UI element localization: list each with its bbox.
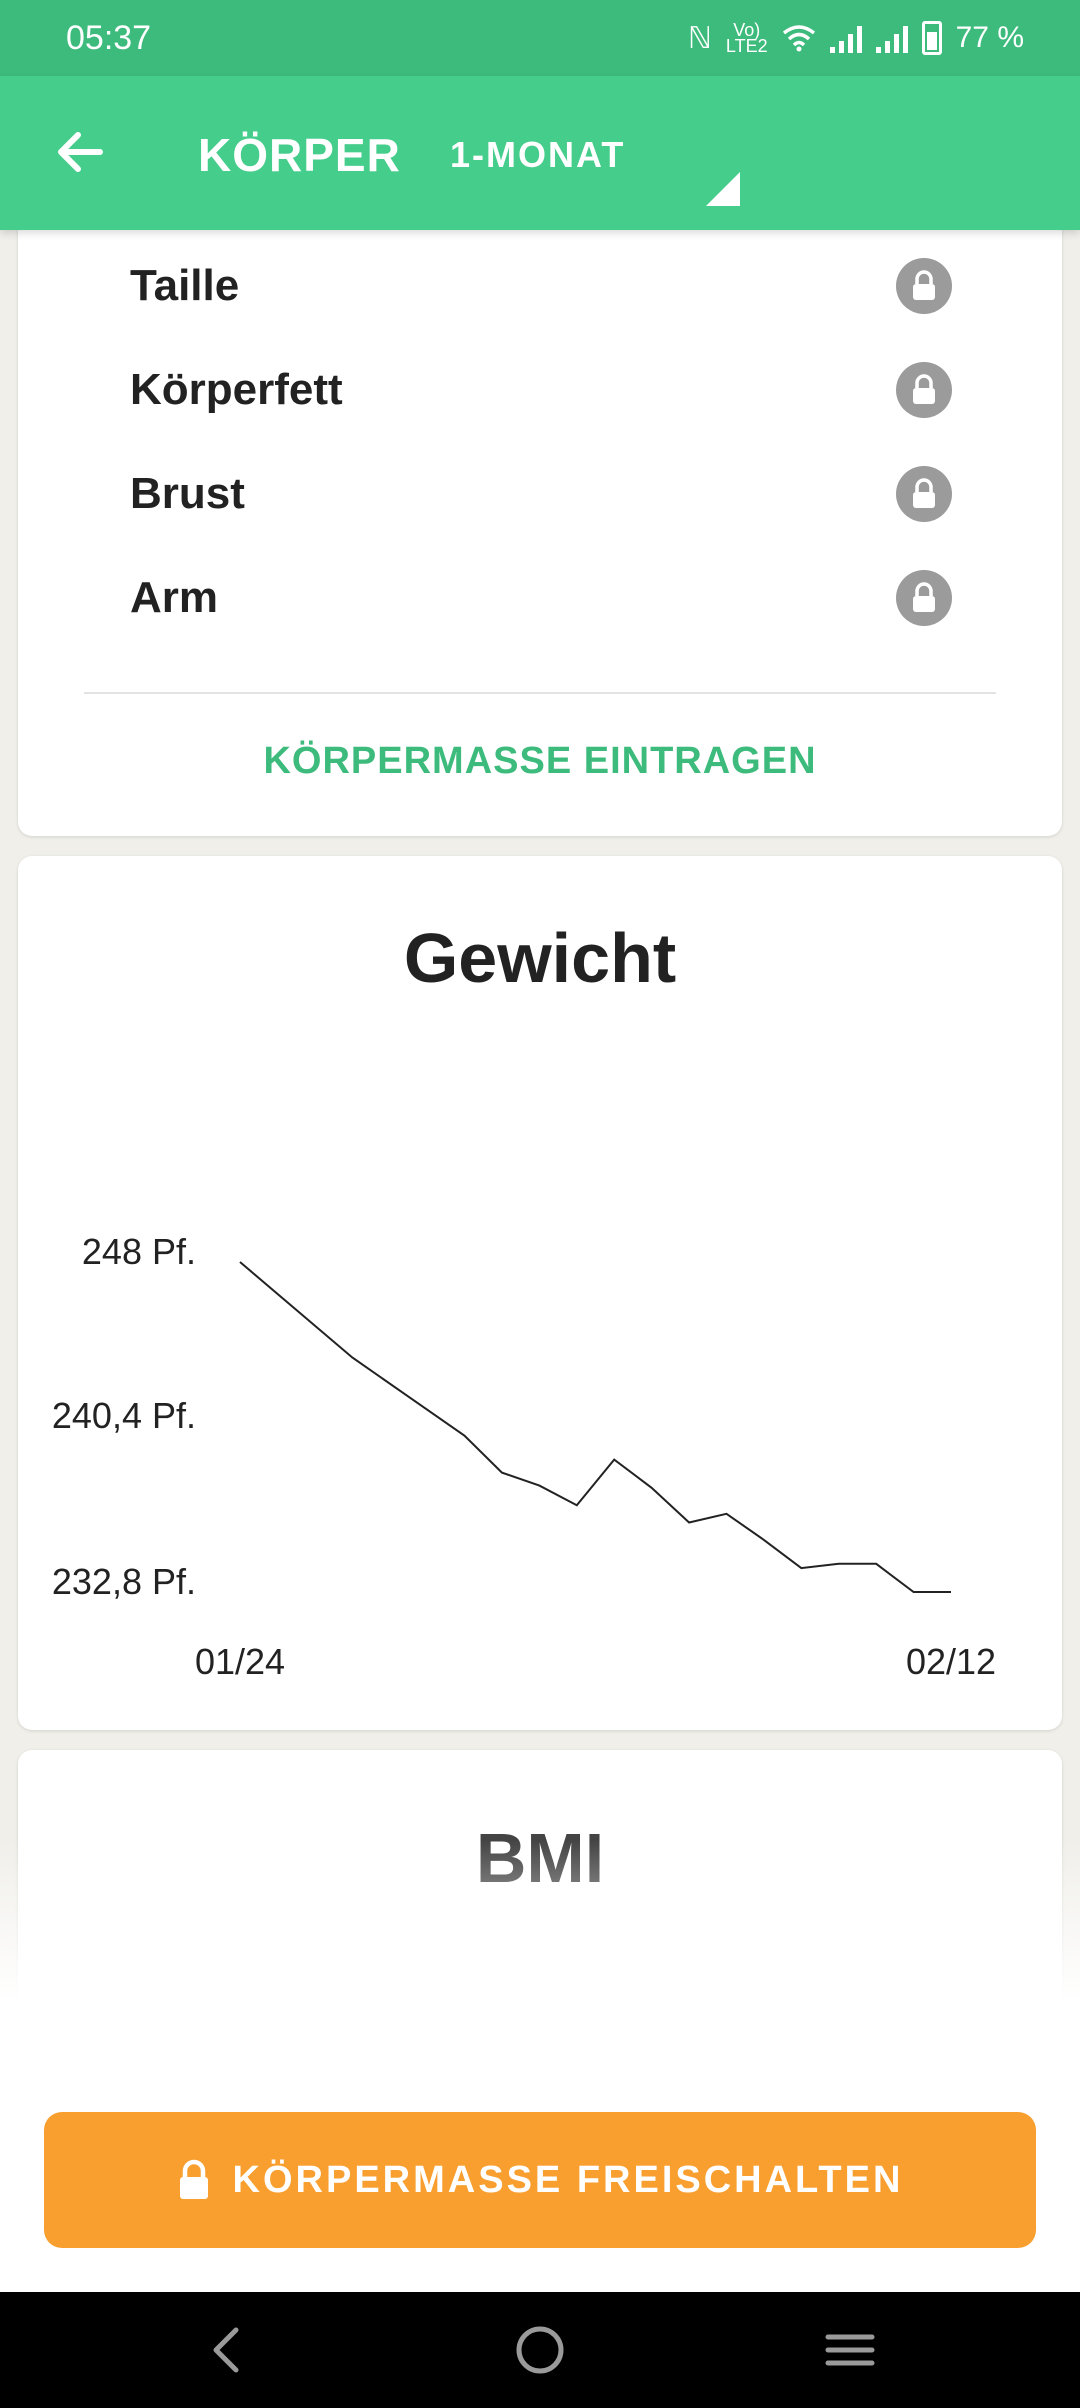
- x-tick-label: 01/24: [195, 1641, 285, 1682]
- y-tick-label: 248 Pf.: [82, 1231, 196, 1272]
- weight-line-chart: 248 Pf. 240,4 Pf. 232,8 Pf. 01/24 02/12: [52, 1231, 996, 1682]
- y-tick-label: 232,8 Pf.: [52, 1561, 196, 1602]
- battery-percent: 77 %: [955, 21, 1024, 54]
- divider: [84, 692, 996, 694]
- lock-icon: [896, 570, 952, 626]
- measurements-card: Taille Körperfett Brust Arm KÖRPERMASSE …: [18, 200, 1062, 836]
- nav-menu-icon[interactable]: [820, 2320, 880, 2380]
- arrow-left-icon[interactable]: [50, 122, 110, 182]
- page-title: KÖRPER: [198, 129, 401, 181]
- measure-label: Arm: [130, 573, 219, 622]
- nav-home-icon[interactable]: [510, 2320, 570, 2380]
- status-icons: ℕ Vo) LTE2 77 %: [688, 21, 1024, 56]
- battery-icon: [921, 21, 942, 55]
- measure-label: Brust: [130, 469, 245, 518]
- weight-series-line: [239, 1261, 951, 1593]
- app-bar: KÖRPER 1-MONAT: [0, 76, 1080, 230]
- nfc-icon: ℕ: [687, 21, 712, 55]
- volte-icon: Vo) LTE2: [725, 20, 768, 56]
- weight-chart-card: Gewicht 248 Pf. 240,4 Pf. 232,8 Pf. 01/2…: [18, 856, 1062, 1730]
- measure-label: Körperfett: [130, 365, 343, 414]
- lock-icon: [896, 466, 952, 522]
- measure-row-brust[interactable]: Brust: [130, 454, 952, 534]
- status-bar: 05:37 ℕ Vo) LTE2 77 %: [0, 0, 1080, 76]
- lock-icon: [896, 362, 952, 418]
- system-nav-bar: [0, 2292, 1080, 2408]
- lock-icon: [179, 2159, 208, 2199]
- y-tick-label: 240,4 Pf.: [52, 1395, 196, 1436]
- measure-row-taille[interactable]: Taille: [130, 246, 952, 326]
- signal-icon: [875, 23, 908, 53]
- measure-row-arm[interactable]: Arm: [130, 558, 952, 638]
- chart-title: Gewicht: [403, 919, 677, 997]
- nav-back-icon[interactable]: [198, 2320, 258, 2380]
- x-tick-label: 02/12: [906, 1641, 996, 1682]
- wifi-icon: [782, 25, 815, 52]
- unlock-measurements-button[interactable]: KÖRPERMASSE FREISCHALTEN: [44, 2112, 1036, 2248]
- signal-icon: [829, 23, 862, 53]
- status-time: 05:37: [66, 18, 152, 57]
- enter-measurements-link[interactable]: KÖRPERMASSE EINTRAGEN: [263, 740, 817, 782]
- period-selector[interactable]: 1-MONAT: [450, 134, 626, 175]
- lock-icon: [896, 258, 952, 314]
- measure-label: Taille: [130, 261, 240, 310]
- measure-row-koerperfett[interactable]: Körperfett: [130, 350, 952, 430]
- triangle-dropdown-icon[interactable]: [706, 172, 740, 206]
- unlock-button-label: KÖRPERMASSE FREISCHALTEN: [232, 2158, 904, 2201]
